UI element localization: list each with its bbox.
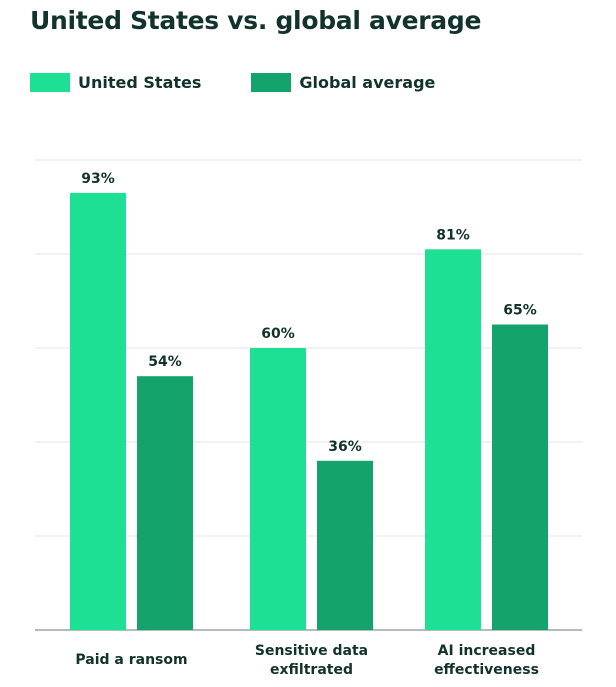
- data-label: 60%: [261, 326, 295, 342]
- category-label: exfiltrated: [270, 662, 353, 678]
- category-label: AI increased: [438, 643, 536, 659]
- bar-united-states: [425, 249, 481, 631]
- legend-label-united-states: United States: [78, 73, 202, 92]
- category-label: Sensitive data: [255, 643, 368, 659]
- data-label: 54%: [148, 354, 182, 370]
- bar-global-average: [317, 460, 373, 630]
- legend-label-global-average: Global average: [299, 73, 436, 92]
- category-label: Paid a ransom: [75, 652, 187, 668]
- bar-united-states: [250, 348, 306, 630]
- data-label: 65%: [503, 303, 537, 319]
- data-label: 81%: [436, 227, 470, 243]
- legend: United States Global average: [30, 73, 435, 92]
- chart-title: United States vs. global average: [30, 6, 482, 35]
- legend-item-united-states: United States: [30, 73, 201, 92]
- legend-swatch-global-average: [251, 73, 292, 92]
- bar-global-average: [137, 376, 193, 630]
- legend-swatch-united-states: [30, 73, 70, 92]
- legend-item-global-average: Global average: [251, 73, 435, 92]
- bar-united-states: [70, 192, 126, 630]
- category-label: effectiveness: [434, 662, 539, 678]
- data-label: 36%: [328, 439, 362, 455]
- bar-global-average: [492, 324, 548, 630]
- data-label: 93%: [81, 171, 115, 187]
